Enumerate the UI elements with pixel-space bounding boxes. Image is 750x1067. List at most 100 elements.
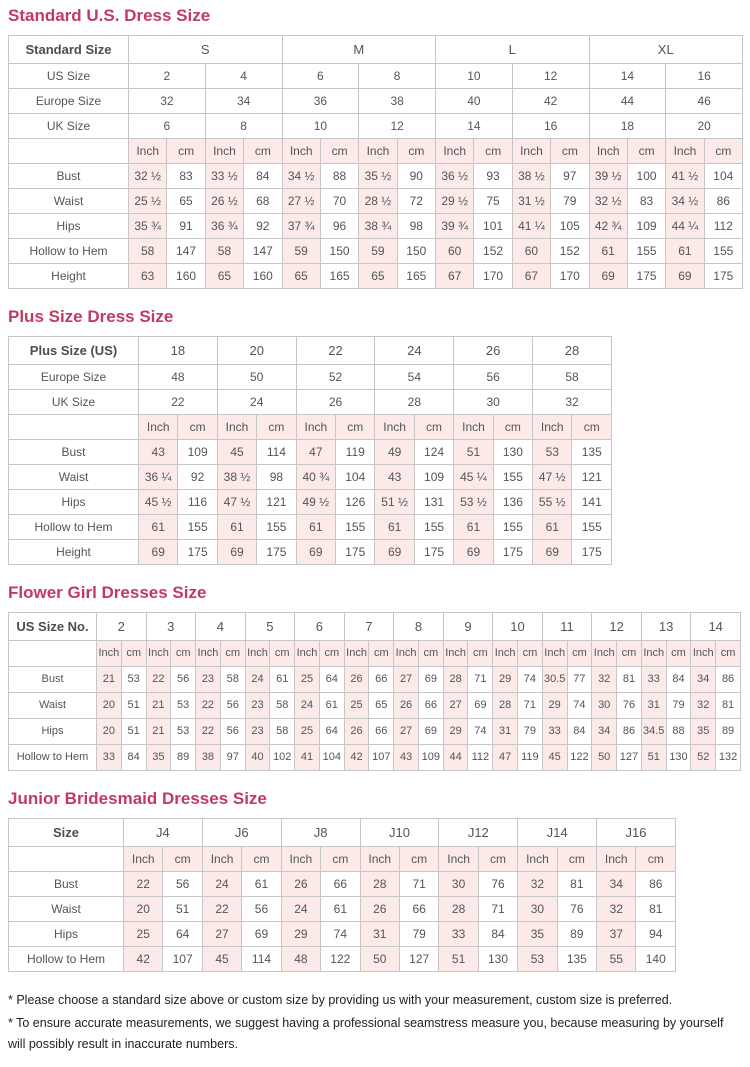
inch-value-cell: 58 [127, 238, 168, 264]
section-title-plus: Plus Size Dress Size [8, 307, 174, 326]
cm-value-cell: 69 [241, 921, 282, 947]
unit-cell: cm [417, 640, 444, 667]
inch-value-cell: 25 [294, 718, 320, 745]
cm-value-cell: 58 [219, 666, 246, 693]
cm-value-cell: 98 [396, 213, 437, 239]
cm-value-cell: 124 [413, 439, 455, 465]
note-custom-size: * Please choose a standard size above or… [8, 993, 673, 1007]
inch-value-cell: 69 [216, 539, 258, 565]
cm-value-cell: 69 [417, 666, 444, 693]
inch-value-cell: 30 [438, 871, 479, 897]
cm-value-cell: 94 [635, 921, 676, 947]
header-row: US Size No. 2 3 4 5 6 7 8 9 10 11 12 13 14 [8, 612, 741, 641]
cm-value-cell: 116 [177, 489, 218, 515]
size-header-cell: 2 [128, 63, 206, 89]
cm-value-cell: 84 [566, 718, 593, 745]
inch-value-cell: 27 ½ [281, 188, 321, 214]
size-header-cell: 18 [588, 113, 667, 139]
unit-cell: Inch [541, 640, 568, 667]
inch-value-cell: 52 [690, 744, 717, 771]
row-label: Europe Size [8, 88, 129, 114]
cm-value-cell: 64 [318, 666, 345, 693]
cm-value-cell: 79 [550, 188, 590, 214]
cm-value-cell: 97 [219, 744, 246, 771]
size-header-cell: 9 [442, 612, 494, 641]
size-header-cell: J14 [517, 818, 598, 847]
cm-value-cell: 56 [219, 718, 246, 745]
unit-cell: cm [492, 414, 534, 440]
inch-value-cell: 32 [591, 666, 618, 693]
unit-cell: cm [467, 640, 494, 667]
cm-value-cell: 76 [556, 896, 598, 922]
cm-value-cell: 64 [162, 921, 203, 947]
inch-value-cell: 23 [244, 692, 271, 719]
size-header-cell: J6 [201, 818, 282, 847]
measurement-row: Hollow to Hem 61 155 61 155 61 155 61 155 61 155 61… [8, 514, 612, 540]
unit-cell: cm [396, 138, 437, 164]
size-header-cell: 22 [138, 389, 218, 415]
cm-value-cell: 160 [243, 263, 283, 289]
size-header-cell: 11 [541, 612, 593, 641]
inch-value-cell: 24 [294, 692, 320, 719]
cm-value-cell: 86 [715, 666, 741, 693]
inch-value-cell: 25 [122, 921, 164, 947]
row-label: Hollow to Hem [8, 946, 124, 972]
header-row: Size J4 J6 J8 J10 J12 J14 J16 [8, 818, 676, 847]
row-label: Hips [8, 213, 129, 239]
size-header-cell: 4 [195, 612, 246, 641]
inch-value-cell: 35 [145, 744, 172, 771]
cm-value-cell: 72 [396, 188, 437, 214]
inch-value-cell: 29 [280, 921, 322, 947]
inch-value-cell: 61 [665, 238, 705, 264]
inch-value-cell: 69 [295, 539, 337, 565]
size-header-cell: 28 [532, 336, 612, 365]
cm-value-cell: 114 [241, 946, 282, 972]
unit-cell: cm [219, 640, 246, 667]
unit-cell: cm [177, 414, 218, 440]
cm-value-cell: 104 [335, 464, 376, 490]
inch-value-cell: 42 [343, 744, 370, 771]
inch-value-cell: 51 [453, 439, 494, 465]
cm-value-cell: 165 [319, 263, 360, 289]
unit-cell: Inch [122, 846, 164, 872]
inch-value-cell: 49 ½ [295, 489, 337, 515]
inch-value-cell: 22 [122, 871, 164, 897]
inch-value-cell: 53 [517, 946, 558, 972]
unit-cell: cm [635, 846, 676, 872]
inch-value-cell: 33 [541, 718, 568, 745]
size-header-cell: 4 [204, 63, 283, 89]
cm-value-cell: 131 [413, 489, 455, 515]
cm-value-cell: 71 [467, 666, 494, 693]
section-title-junior: Junior Bridesmaid Dresses Size [8, 789, 267, 808]
section-title-standard: Standard U.S. Dress Size [8, 6, 211, 25]
inch-value-cell: 22 [145, 666, 172, 693]
cm-value-cell: 104 [318, 744, 345, 771]
inch-value-cell: 30 [591, 692, 618, 719]
size-header-cell: 14 [690, 612, 741, 641]
inch-value-cell: 32 ½ [127, 163, 168, 189]
unit-cell: Inch [343, 640, 370, 667]
size-header-cell: 6 [281, 63, 360, 89]
measurement-row: Height 63 160 65 160 65 165 65 165 67 170 67 170 69 17… [8, 263, 744, 289]
size-header-cell: 34 [204, 88, 283, 114]
unit-cell: Inch [96, 640, 122, 667]
unit-cell: cm [571, 414, 612, 440]
inch-value-cell: 34 [690, 666, 717, 693]
cm-value-cell: 88 [319, 163, 360, 189]
cm-value-cell: 140 [635, 946, 676, 972]
unit-cell: Inch [517, 846, 558, 872]
cm-value-cell: 147 [166, 238, 206, 264]
size-header-cell: 38 [358, 88, 436, 114]
unit-cell: Inch [591, 640, 618, 667]
inch-value-cell: 60 [511, 238, 552, 264]
cm-value-cell: 175 [177, 539, 218, 565]
row-label: Bust [8, 163, 129, 189]
inch-value-cell: 30.5 [541, 666, 568, 693]
inch-value-cell: 65 [281, 263, 321, 289]
inch-value-cell: 61 [374, 514, 415, 540]
row-label: Bust [8, 439, 139, 465]
inch-value-cell: 43 [137, 439, 179, 465]
inch-value-cell: 69 [137, 539, 179, 565]
inch-value-cell: 22 [201, 896, 243, 922]
cm-value-cell: 109 [417, 744, 444, 771]
